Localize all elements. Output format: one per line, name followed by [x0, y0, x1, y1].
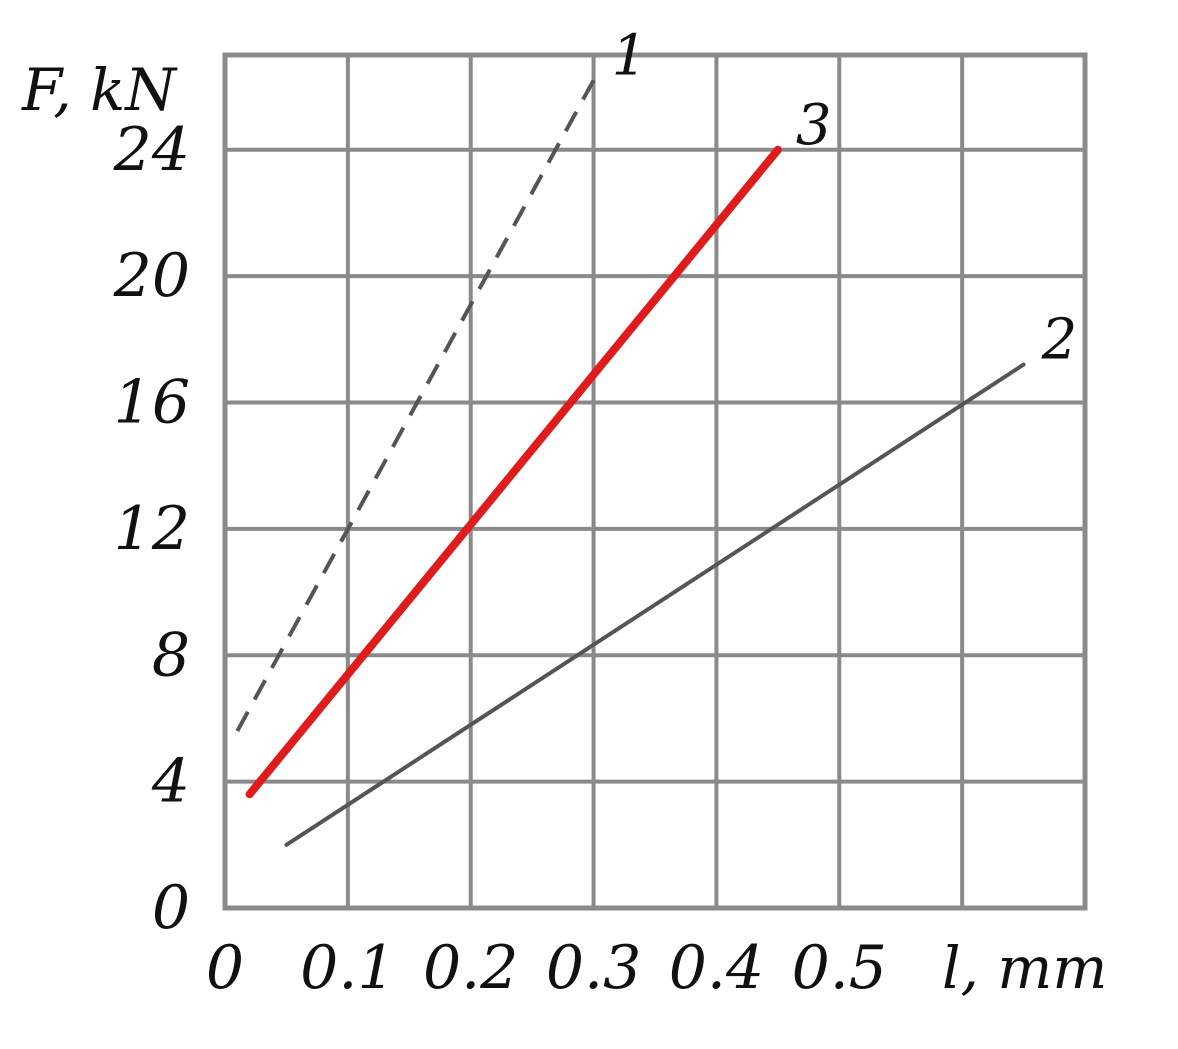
series-layer [235, 79, 1026, 847]
series-label-2: 2 [1041, 308, 1078, 373]
y-tick-label: 20 [113, 241, 190, 311]
y-tick-label: 4 [151, 747, 190, 817]
x-tick-label: 0.3 [546, 933, 641, 1003]
series-line-2 [284, 362, 1026, 847]
x-tick-label: 0.1 [300, 933, 395, 1003]
y-axis-ticks: 0 4 8 12 16 20 24 [113, 115, 190, 943]
series-line-1 [235, 79, 596, 733]
grid [225, 55, 1085, 908]
y-tick-label: 24 [113, 115, 190, 185]
x-tick-label: 0.2 [423, 933, 518, 1003]
series-line-3 [245, 145, 782, 799]
x-axis-ticks: 0 0.1 0.2 0.3 0.4 0.5 [206, 933, 887, 1003]
series-labels: 1 3 2 [612, 23, 1078, 372]
plot-border [222, 52, 1088, 911]
x-tick-label: 0.4 [669, 933, 764, 1003]
x-tick-label: 0.5 [792, 933, 887, 1003]
y-tick-label: 12 [114, 494, 190, 564]
x-axis-title: l, mm [942, 934, 1107, 1002]
y-tick-label: 16 [114, 368, 190, 438]
y-tick-label: 8 [152, 620, 190, 690]
series-label-3: 3 [796, 93, 832, 158]
x-tick-label: 0 [206, 933, 244, 1003]
y-axis-title: F, kN [21, 56, 178, 124]
y-tick-label: 0 [152, 873, 190, 943]
series-label-1: 1 [612, 23, 648, 88]
plot-frame [222, 52, 1088, 911]
